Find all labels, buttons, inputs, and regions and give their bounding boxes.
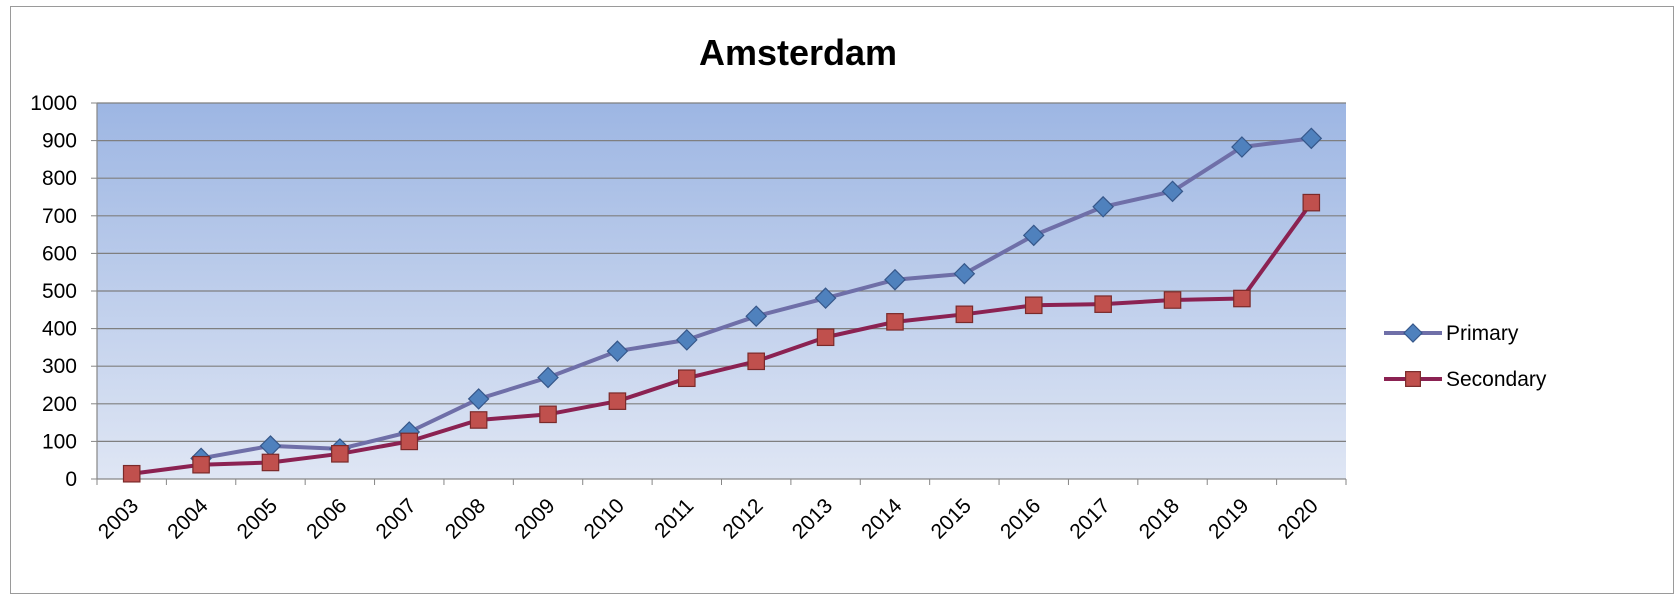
data-point <box>1024 296 1043 315</box>
x-tick-label: 2010 <box>580 494 629 543</box>
data-point <box>1094 295 1112 313</box>
data-point <box>678 369 696 388</box>
y-tick-label: 400 <box>42 318 77 341</box>
y-tick-label: 800 <box>42 167 77 190</box>
data-point <box>886 313 904 331</box>
series-secondary <box>122 193 1321 483</box>
y-tick-label: 700 <box>42 205 77 228</box>
data-point <box>192 455 210 474</box>
data-point <box>539 405 557 424</box>
series-line <box>131 201 1313 476</box>
series-primary <box>190 127 1323 470</box>
data-point <box>955 305 974 324</box>
data-point <box>1092 195 1114 218</box>
x-tick-label: 2015 <box>927 494 976 543</box>
x-tick-label: 2009 <box>510 494 559 543</box>
x-tick-label: 2007 <box>371 494 420 543</box>
legend-marker <box>1403 323 1423 343</box>
y-tick-label: 0 <box>65 468 77 491</box>
data-point <box>816 328 835 347</box>
data-point <box>814 287 837 309</box>
data-point <box>675 329 698 351</box>
x-tick-label: 2014 <box>857 494 907 544</box>
x-tick-label: 2003 <box>94 494 143 543</box>
data-point <box>537 366 559 389</box>
data-point <box>1302 193 1321 212</box>
data-point <box>261 453 280 472</box>
x-tick-label: 2005 <box>233 494 282 543</box>
x-tick-label: 2004 <box>163 494 213 544</box>
x-tick-labels: 2003 2004 2005 2006 2007 2008 2009 2010 2011 2012… <box>94 494 1323 544</box>
x-tick-label: 2018 <box>1135 494 1184 543</box>
x-tick-label: 2020 <box>1274 494 1323 543</box>
data-point <box>1161 180 1184 203</box>
x-tick-label: 2013 <box>788 494 837 543</box>
data-point <box>745 305 768 328</box>
line-chart: Amsterdam 0 100 200 300 400 500 600 700 800 900 10… <box>30 32 1547 544</box>
data-point <box>608 392 627 410</box>
data-point <box>122 464 141 483</box>
data-point <box>953 262 976 285</box>
y-tick-label: 1000 <box>30 92 77 115</box>
series-lines <box>122 127 1323 483</box>
y-tick-label: 600 <box>42 242 77 265</box>
axes <box>96 103 1347 485</box>
data-point <box>467 388 490 410</box>
y-tick-label: 100 <box>42 430 77 453</box>
x-tick-label: 2012 <box>718 494 767 543</box>
y-tick-label: 200 <box>42 393 77 416</box>
x-tick-label: 2019 <box>1204 494 1253 543</box>
legend-item-primary: Primary <box>1384 322 1519 345</box>
x-tick-label: 2008 <box>441 494 490 543</box>
data-point <box>331 445 349 463</box>
x-tick-label: 2006 <box>302 494 351 543</box>
data-point <box>1233 289 1251 308</box>
y-tick-label: 300 <box>42 355 77 378</box>
legend-item-secondary: Secondary <box>1384 368 1547 391</box>
y-tick-labels: 0 100 200 300 400 500 600 700 800 900 1000 <box>30 92 77 491</box>
data-point <box>884 268 906 291</box>
x-tick-label: 2016 <box>996 494 1045 543</box>
data-point <box>1163 291 1182 309</box>
y-tick-label: 900 <box>42 130 77 153</box>
legend-marker <box>1405 371 1421 387</box>
data-point <box>1231 136 1253 158</box>
x-tick-label: 2017 <box>1065 494 1114 543</box>
data-point <box>400 432 419 451</box>
data-point <box>747 352 765 371</box>
data-point <box>1022 224 1045 247</box>
legend-label: Primary <box>1446 322 1519 345</box>
chart-frame: Amsterdam 0 100 200 300 400 500 600 700 800 900 10… <box>10 6 1674 594</box>
grid-lines <box>91 102 1346 480</box>
x-tick-label: 2011 <box>650 494 698 542</box>
chart-title: Amsterdam <box>699 32 897 73</box>
legend-label: Secondary <box>1446 368 1547 391</box>
data-point <box>1300 127 1323 150</box>
data-point <box>606 340 629 363</box>
data-point <box>469 411 488 429</box>
legend: Primary Secondary <box>1384 322 1547 391</box>
y-tick-label: 500 <box>42 280 77 303</box>
